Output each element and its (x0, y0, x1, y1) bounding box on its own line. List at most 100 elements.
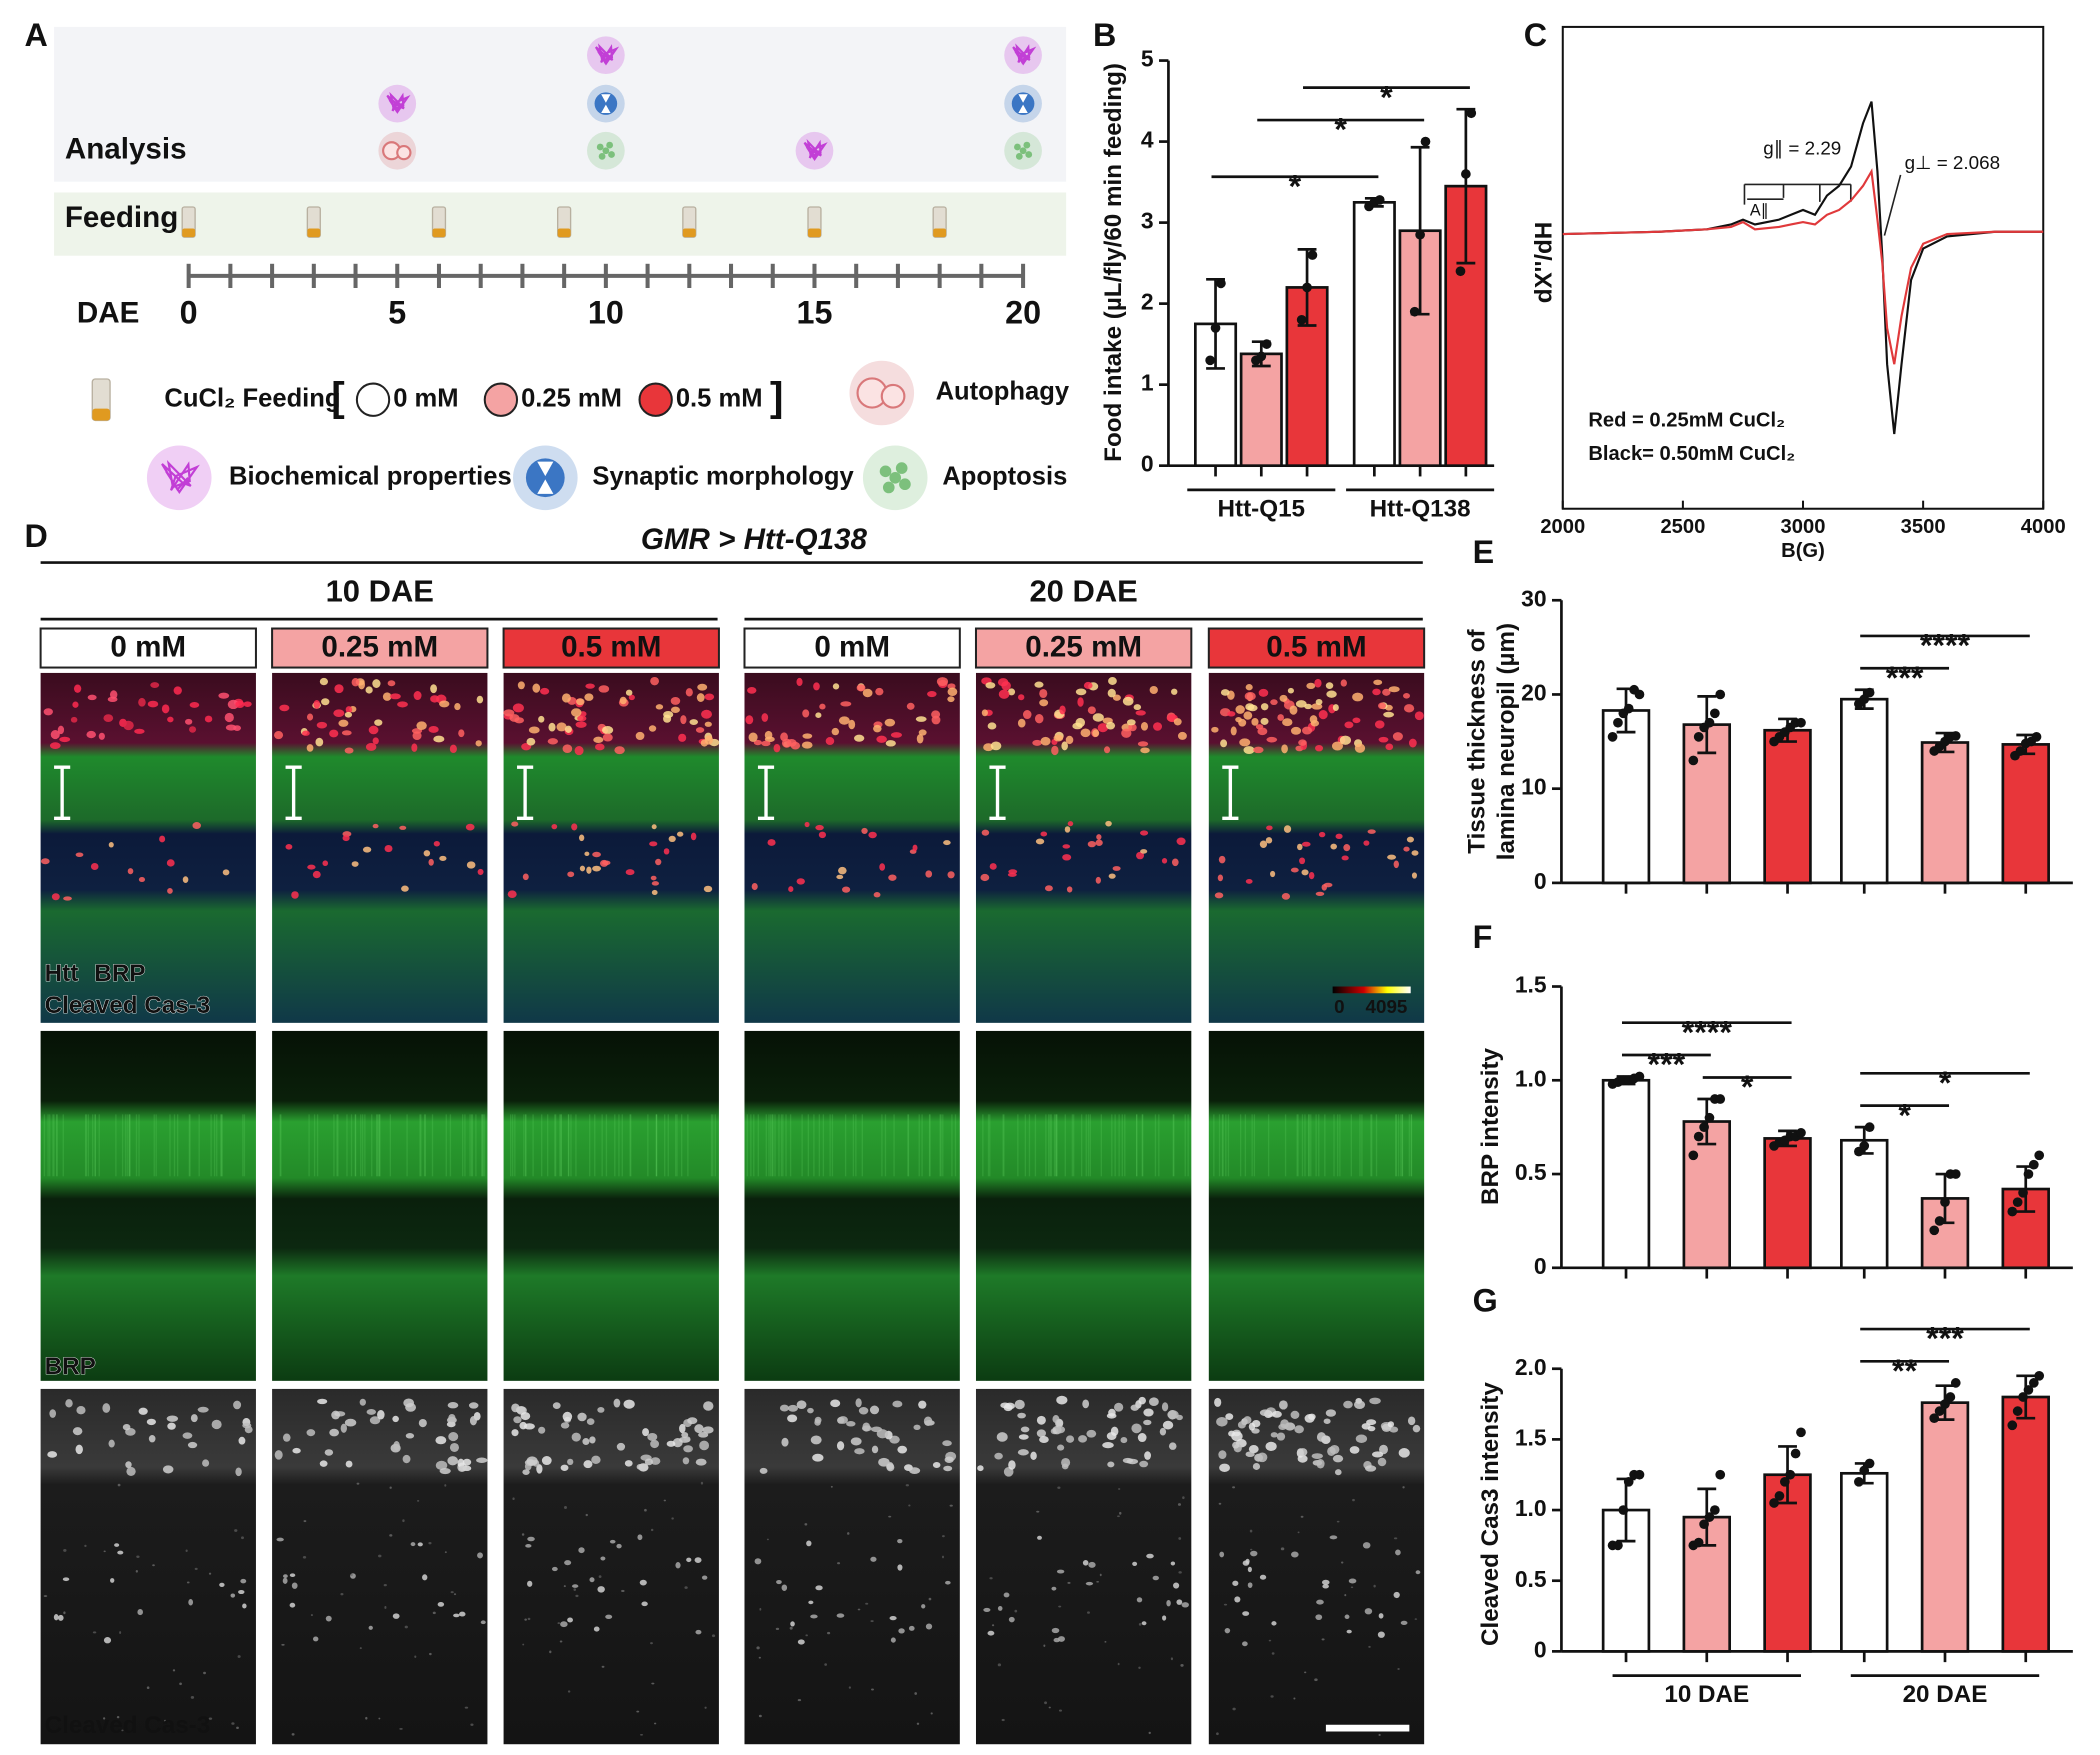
data-point (1466, 108, 1477, 119)
cell (586, 866, 592, 874)
cell (368, 1625, 373, 1630)
cell (1138, 1666, 1141, 1670)
cell (916, 1722, 920, 1725)
cell (1022, 710, 1032, 720)
cell (464, 1706, 469, 1709)
cell (1132, 1561, 1138, 1566)
y-tick-label: 20 (1521, 680, 1546, 706)
icon-glyph (594, 43, 620, 66)
legend-label: Black= 0.50mM CuCl₂ (1588, 443, 1795, 465)
cell (983, 1607, 991, 1612)
bar (2001, 1395, 2050, 1653)
cell (1252, 1462, 1261, 1470)
x-axis-label: B(G) (1781, 540, 1825, 562)
legend-label: Autophagy (936, 378, 1070, 406)
cell (1344, 1593, 1347, 1597)
cell (642, 1428, 650, 1437)
cell (1057, 1486, 1061, 1489)
cell (704, 735, 714, 745)
y-tick-label: 1.5 (1515, 1424, 1547, 1450)
data-point (1950, 1169, 1961, 1179)
cell (701, 709, 712, 719)
cell (790, 1621, 795, 1627)
cell (949, 1504, 953, 1507)
cell (1092, 713, 1104, 722)
cell (942, 1440, 952, 1447)
cell (557, 1622, 561, 1625)
cell (1414, 1618, 1418, 1620)
cell (1039, 699, 1049, 707)
data-point (1688, 1150, 1699, 1161)
cell (802, 709, 810, 718)
cell (1412, 1424, 1421, 1433)
cell (1321, 1638, 1325, 1641)
cell (321, 698, 330, 706)
cell (846, 1421, 856, 1427)
cell (990, 741, 1002, 751)
cell (1393, 1537, 1398, 1540)
data-point (1607, 732, 1618, 742)
cell (524, 1618, 527, 1621)
cell (832, 683, 840, 690)
row-label: BRP (45, 1353, 96, 1380)
cell (372, 823, 379, 829)
cell (480, 1620, 486, 1625)
cell (695, 1458, 707, 1466)
cell (994, 1452, 1003, 1460)
cell (681, 1432, 689, 1438)
cell (319, 1460, 328, 1467)
vial-food (682, 228, 696, 238)
cell (1161, 858, 1168, 864)
cell (1173, 1582, 1180, 1589)
cell (1211, 726, 1219, 733)
cell (1067, 821, 1074, 827)
data-point (2018, 1187, 2028, 1198)
cell (1362, 1542, 1371, 1549)
cell (556, 722, 567, 732)
data-point (1415, 229, 1425, 240)
cell (378, 1717, 381, 1720)
cell (72, 701, 79, 708)
cell (1121, 728, 1132, 738)
data-point (2012, 1406, 2023, 1416)
cell (1018, 694, 1025, 701)
row-label: Htt (45, 960, 79, 987)
y-axis-label: Food intake (µL/fly/60 min feeding) (1100, 63, 1127, 462)
cell (1072, 722, 1083, 730)
cell (600, 859, 609, 867)
cell (76, 1406, 86, 1415)
cell (650, 1642, 653, 1645)
bar (1840, 697, 1889, 885)
cell (511, 821, 519, 827)
cell (1003, 1404, 1013, 1412)
cell (167, 1422, 176, 1430)
x-tick-label: Htt-Q15 (1218, 495, 1305, 522)
cell (365, 1716, 368, 1720)
cell (1248, 1445, 1259, 1454)
data-point (1715, 1469, 1726, 1480)
cell (1148, 1397, 1159, 1407)
data-point (1693, 1537, 1704, 1548)
cell (650, 1457, 661, 1465)
data-point (2028, 1159, 2039, 1170)
data-point (1769, 1498, 1779, 1508)
cell (905, 1484, 909, 1487)
cell (690, 832, 697, 841)
cell (592, 851, 601, 858)
y-tick-label: 0 (1534, 1253, 1547, 1279)
icon-glyph (594, 92, 618, 115)
data-point (2031, 732, 2042, 742)
cell (1087, 1611, 1090, 1614)
y-tick-label: 0 (1534, 868, 1547, 894)
micrograph (40, 1030, 256, 1381)
cell (1225, 1413, 1234, 1421)
cell (1018, 1434, 1029, 1440)
cell (1161, 1402, 1169, 1412)
legend-label: 0.25 mM (521, 384, 622, 412)
cell (164, 1719, 167, 1723)
cell (1107, 1461, 1115, 1468)
cell (301, 730, 310, 736)
x-tick-label: 2500 (1660, 516, 1705, 538)
cell (1340, 1561, 1344, 1564)
cell (1393, 1591, 1400, 1599)
